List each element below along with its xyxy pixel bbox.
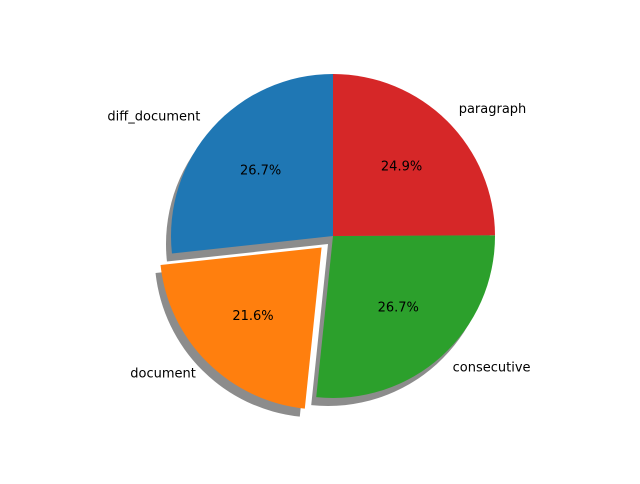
pie-pct-label-paragraph: 24.9% (381, 160, 422, 175)
pie-label-paragraph: paragraph (459, 102, 527, 117)
pie-label-diff-document: diff_document (107, 110, 200, 125)
pie-pct-label-document: 21.6% (232, 309, 273, 324)
pie-pct-label-consecutive: 26.7% (378, 301, 419, 316)
pie-slice-paragraph (333, 74, 495, 236)
pie-pct-label-diff-document: 26.7% (240, 164, 281, 179)
pie-label-document: document (130, 366, 196, 381)
pie-label-consecutive: consecutive (453, 361, 531, 376)
pie-slice-document (161, 247, 322, 408)
